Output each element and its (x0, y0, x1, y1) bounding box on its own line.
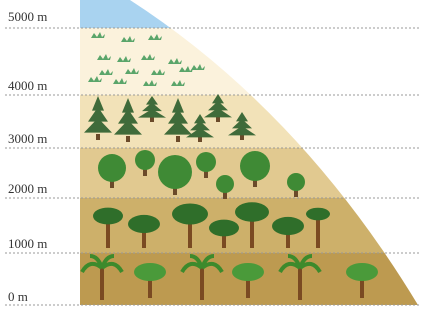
altitude-label: 5000 m (8, 9, 47, 24)
tree-crown (216, 175, 234, 193)
altitude-zonation-diagram: 5000 m 4000 m 3000 m 2000 m 1000 m 0 m (0, 0, 421, 311)
alpine-zone (80, 28, 420, 95)
altitude-label: 0 m (8, 289, 28, 304)
palm-trunk (100, 268, 104, 300)
tree-crown (135, 150, 155, 170)
tree-crown (240, 151, 270, 181)
tree-crown (93, 208, 123, 225)
tree-crown (98, 154, 126, 182)
tree-crown (306, 208, 330, 221)
altitude-label: 1000 m (8, 236, 47, 251)
palm-trunk (200, 268, 204, 300)
conifer-trunk (126, 136, 130, 142)
conifer-trunk (96, 134, 100, 140)
tree-crown (158, 155, 192, 189)
conifer-trunk (176, 136, 180, 142)
altitude-label: 4000 m (8, 78, 47, 93)
tree-crown (287, 173, 305, 191)
tree-crown (232, 263, 264, 281)
sky-zone (80, 0, 420, 28)
tree-crown (172, 204, 208, 225)
palm-trunk (298, 268, 302, 300)
tree-crown (128, 215, 160, 233)
tree-crown (134, 263, 166, 281)
altitude-labels: 5000 m 4000 m 3000 m 2000 m 1000 m 0 m (8, 9, 47, 304)
tree-crown (209, 220, 239, 237)
tree-crown (346, 263, 378, 281)
tree-crown (272, 217, 304, 235)
tree-crown (196, 152, 216, 172)
altitude-label: 2000 m (8, 181, 47, 196)
altitude-label: 3000 m (8, 131, 47, 146)
tree-crown (235, 202, 269, 222)
